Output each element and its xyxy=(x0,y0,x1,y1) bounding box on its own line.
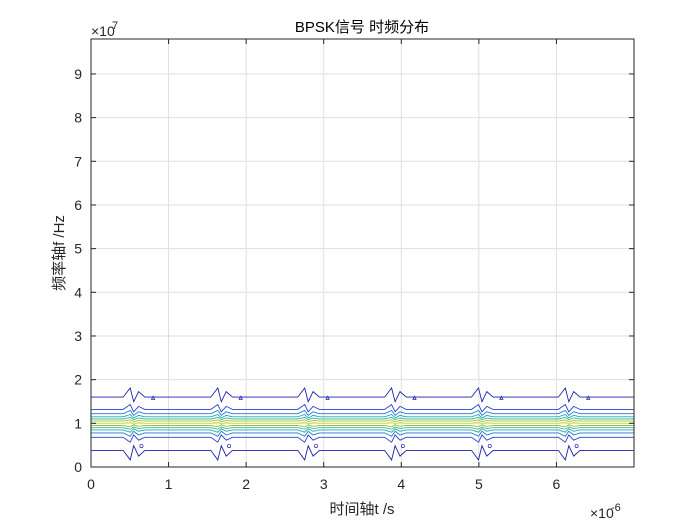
y-tick-label-6: 6 xyxy=(74,197,82,213)
contour-line-6 xyxy=(91,421,634,425)
axes-box xyxy=(90,38,635,468)
contour-line-7 xyxy=(91,424,634,428)
x-tick-label-2: 2 xyxy=(242,476,250,492)
x-tick-label-3: 3 xyxy=(320,476,328,492)
contour-island-low-5 xyxy=(574,444,579,448)
x-exponent-base: ×10 xyxy=(590,505,614,521)
contour-line-2 xyxy=(91,409,634,417)
y-exponent-power: 7 xyxy=(112,20,118,32)
contour-line-8 xyxy=(91,426,634,430)
y-tick-label-3: 3 xyxy=(74,328,82,344)
x-tick-label-1: 1 xyxy=(165,476,173,492)
contour-island-low-4 xyxy=(487,444,492,448)
contour-line-11 xyxy=(91,434,634,443)
y-tick-label-7: 7 xyxy=(74,153,82,169)
contour-line-5 xyxy=(91,419,634,423)
contour-line-3 xyxy=(91,413,634,419)
y-axis-label: 频率轴f /Hz xyxy=(51,215,68,291)
x-tick-label-0: 0 xyxy=(87,476,95,492)
contour-line-4 xyxy=(91,416,634,421)
y-tick-label-1: 1 xyxy=(74,415,82,431)
chart-title: BPSK信号 时频分布 xyxy=(295,19,429,36)
contour-island-low-0 xyxy=(139,444,144,448)
contour-island-high-0 xyxy=(150,395,156,400)
grid xyxy=(91,39,634,467)
y-tick-label-0: 0 xyxy=(74,459,82,475)
contour-island-high-4 xyxy=(499,395,504,400)
contour-island-low-3 xyxy=(400,444,405,448)
x-tick-label-4: 4 xyxy=(397,476,405,492)
contour-island-high-1 xyxy=(238,395,243,400)
y-axis-ticks: 0 1 2 3 4 5 6 7 8 9 xyxy=(74,66,634,475)
contour-line-10 xyxy=(91,430,634,437)
x-exponent-power: -6 xyxy=(611,502,621,514)
y-tick-label-8: 8 xyxy=(74,110,82,126)
x-exponent: ×10 -6 xyxy=(590,502,621,521)
contour-plot xyxy=(91,386,634,461)
contour-line-12 xyxy=(91,444,634,461)
y-exponent: ×10 7 xyxy=(91,20,118,39)
contour-line-0 xyxy=(91,386,634,404)
y-tick-label-4: 4 xyxy=(74,284,82,300)
y-tick-label-9: 9 xyxy=(74,66,82,82)
y-tick-label-2: 2 xyxy=(74,372,82,388)
contour-island-high-2 xyxy=(325,395,330,400)
contour-island-low-1 xyxy=(227,444,232,448)
contour-line-1 xyxy=(91,403,634,413)
contour-island-low-2 xyxy=(314,444,318,448)
y-exponent-base: ×10 xyxy=(91,23,115,39)
x-axis-ticks: 0 1 2 3 4 5 6 xyxy=(87,39,561,492)
x-tick-label-5: 5 xyxy=(475,476,483,492)
contour-island-high-3 xyxy=(412,395,417,400)
y-tick-label-5: 5 xyxy=(74,241,82,257)
contour-island-high-5 xyxy=(586,395,591,400)
x-tick-label-6: 6 xyxy=(553,476,561,492)
x-axis-label: 时间轴t /s xyxy=(329,501,394,518)
contour-line-9 xyxy=(91,428,634,433)
